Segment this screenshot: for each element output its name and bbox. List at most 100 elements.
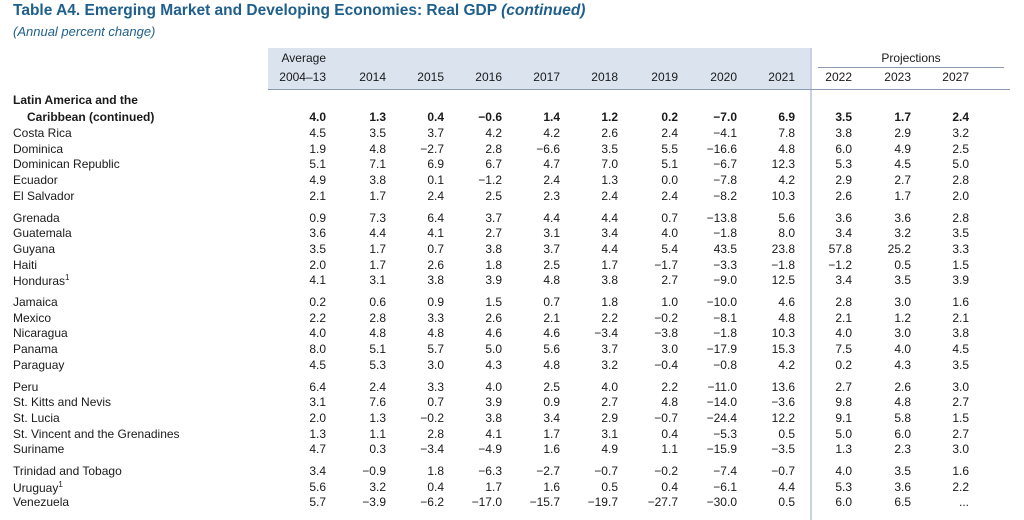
table-cell: 8.0 [309,342,326,357]
table-cell: 1.6 [543,442,560,457]
table-cell: 9.1 [835,410,852,425]
table-cell: 3.4 [835,273,852,288]
table-cell: 4.6 [485,326,502,341]
table-cell: 4.7 [309,442,326,457]
table-cell: 0.5 [894,257,911,272]
table-cell: −3.3 [713,257,737,272]
table-cell: 3.8 [485,241,502,256]
table-cell: 2.0 [309,257,326,272]
table-cell: −3.4 [420,442,444,457]
table-cell: 4.8 [427,326,444,341]
table-cell: 4.4 [601,210,618,225]
table-cell: −0.7 [771,464,795,478]
table-cell: 3.9 [485,395,502,410]
table-cell: 3.6 [309,226,326,241]
table-cell: 2.9 [601,410,618,425]
table-cell: 2.4 [601,188,618,203]
column-header: 2015 [417,70,444,84]
table-cell: 5.3 [369,357,386,372]
table-cell: 2.1 [952,310,969,325]
table-cell: 4.8 [894,395,911,410]
table-cell: 3.3 [952,241,969,256]
table-cell: −27.7 [647,495,678,510]
table-cell: 1.3 [601,173,618,188]
row-label: Dominican Republic [13,157,120,172]
group-value: 1.7 [894,110,911,124]
table-cell: 4.3 [894,357,911,372]
table-cell: 2.7 [952,395,969,410]
table-cell: 1.5 [952,410,969,425]
table-cell: 6.9 [427,157,444,172]
table-cell: 7.1 [369,157,386,172]
table-cell: 3.5 [601,141,618,156]
table-cell: 0.0 [661,173,678,188]
group-value: 1.2 [601,110,618,124]
table-cell: 2.5 [543,257,560,272]
table-cell: 57.8 [828,241,852,256]
table-cell: 3.0 [952,442,969,457]
table-cell: 1.1 [369,426,386,441]
table-cell: −9.0 [713,273,737,288]
table-cell: 3.6 [894,479,911,494]
row-label: St. Vincent and the Grenadines [13,426,180,441]
table-cell: 4.0 [894,342,911,357]
row-label: Paraguay [13,357,65,372]
table-title: Table A4. Emerging Market and Developing… [13,2,586,19]
table-cell: 2.6 [835,188,852,203]
table-cell: 0.5 [778,495,795,510]
table-cell: 3.4 [835,226,852,241]
table-cell: −0.7 [654,410,678,425]
table-cell: −1.8 [713,226,737,241]
table-cell: 3.7 [543,241,560,256]
projections-panel [812,48,1010,520]
table-cell: 6.0 [835,495,852,510]
table-cell: ... [958,495,969,510]
table-cell: 5.6 [309,479,326,494]
table-cell: 3.7 [427,126,444,140]
table-cell: 7.6 [369,395,386,410]
table-cell: 5.3 [835,157,852,172]
table-cell: 1.7 [894,188,911,203]
table-cell: 43.5 [713,241,737,256]
table-cell: 6.0 [835,141,852,156]
row-label: Guyana [13,241,56,256]
table-cell: 4.4 [778,479,795,494]
table-cell: −1.8 [713,326,737,341]
table-cell: 1.8 [601,295,618,309]
table-cell: 4.5 [894,157,911,172]
table-cell: 3.8 [952,326,969,341]
table-cell: −2.7 [536,464,560,478]
row-label: Guatemala [13,226,72,241]
table-cell: 10.3 [771,326,795,341]
table-cell: −11.0 [707,379,737,394]
table-cell: 4.8 [543,357,560,372]
table-cell: −7.8 [713,173,737,188]
table-cell: 1.3 [369,410,386,425]
table-cell: 0.9 [543,395,560,410]
table-cell: −14.0 [706,395,737,410]
table-cell: 10.3 [771,188,795,203]
table-cell: 3.5 [894,464,911,478]
table-cell: 6.0 [894,426,911,441]
table-cell: 4.0 [661,226,678,241]
table-cell: 4.8 [778,141,795,156]
table-cell: 2.8 [835,295,852,309]
table-cell: −10.0 [706,295,737,309]
table-cell: 4.9 [894,141,911,156]
table-cell: 5.8 [894,410,911,425]
projections-header: Projections [881,51,941,65]
table-cell: 0.2 [835,357,852,372]
table-cell: 4.0 [601,379,618,394]
table-cell: −15.9 [706,442,737,457]
table-cell: −4.9 [478,442,502,457]
table-cell: 15.3 [771,342,795,357]
table-cell: 13.6 [771,379,795,394]
column-header: 2021 [768,70,795,84]
table-cell: 12.2 [771,410,795,425]
table-cell: 2.1 [543,310,560,325]
table-cell: 1.6 [543,479,560,494]
row-label: Nicaragua [13,326,68,341]
table-cell: −3.6 [771,395,795,410]
table-cell: −17.9 [706,342,737,357]
table-cell: 2.2 [952,479,969,494]
